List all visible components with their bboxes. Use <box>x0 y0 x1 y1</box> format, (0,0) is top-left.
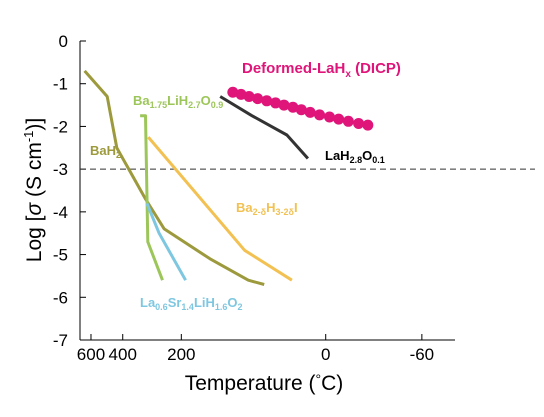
label-deformed-sub: x <box>345 69 351 80</box>
label-lah-o: O <box>362 148 372 163</box>
label-bah2: BaH2 <box>90 143 121 160</box>
label-ba175-t1: Ba <box>133 93 150 108</box>
label-ba175-t2: LiH <box>167 93 188 108</box>
label-bah2-t1: BaH <box>90 143 116 158</box>
x-axis-title-degree: ° <box>315 371 321 387</box>
series-0-point-14 <box>353 117 365 129</box>
y-axis-title-mid: (S cm <box>23 142 46 203</box>
series-0-point-9 <box>304 106 316 118</box>
series-0-point-11 <box>324 111 336 123</box>
y-tick-label-0: 0 <box>59 32 68 51</box>
label-ba175-s1: 1.75 <box>150 100 168 110</box>
label-lasr-t2: Sr <box>168 295 182 310</box>
y-tick-label-7: -7 <box>53 331 68 350</box>
label-lah-base: LaH <box>325 148 350 163</box>
label-ba175-s2: 2.7 <box>188 100 201 110</box>
y-axis-title-sigma: σ <box>23 202 46 216</box>
series-0-point-4 <box>261 95 273 107</box>
label-lasr-t4: O <box>227 295 237 310</box>
series-0-point-5 <box>270 97 282 109</box>
label-lasr: La0.6Sr1.4LiH1.6O2 <box>140 295 243 312</box>
label-ba175-t3: O <box>201 93 211 108</box>
series-layer <box>83 69 374 286</box>
y-tick-label-2: -2 <box>53 117 68 136</box>
label-lah-o-sub: 0.1 <box>372 155 385 165</box>
label-lah28o01: LaH2.8O0.1 <box>325 148 385 165</box>
series-4 <box>147 136 293 282</box>
x-tick-label-1: 400 <box>109 345 137 364</box>
series-0-point-6 <box>278 99 290 111</box>
label-deformed-base: Deformed-LaH <box>242 60 345 77</box>
tick-marks <box>80 40 423 341</box>
label-ba2-t3: I <box>294 200 298 215</box>
label-bah2-s1: 2 <box>116 150 121 160</box>
x-tick-label-2: 200 <box>167 345 195 364</box>
label-lasr-t3: LiH <box>194 295 215 310</box>
label-ba2-s1: 2-δ <box>253 207 267 217</box>
series-1 <box>219 95 310 160</box>
x-axis-title-main: Temperature ( <box>185 372 316 395</box>
series-5 <box>145 202 187 281</box>
label-ba2-t1: Ba <box>236 200 253 215</box>
series-0-point-12 <box>333 113 345 125</box>
y-tick-label-1: -1 <box>53 75 68 94</box>
label-lasr-s1: 0.6 <box>155 302 168 312</box>
series-2 <box>83 69 265 286</box>
series-0-point-10 <box>314 109 326 121</box>
y-axis-title-suffix: )] <box>23 118 46 131</box>
label-lasr-s3: 1.6 <box>215 302 228 312</box>
x-axis-title-unit: C) <box>321 372 343 395</box>
label-ba2-t2: H <box>266 200 275 215</box>
y-tick-label-5: -5 <box>53 246 68 265</box>
label-deformed-tail: (DICP) <box>351 60 401 77</box>
series-3 <box>140 114 164 281</box>
x-tick-label-4: -60 <box>410 345 435 364</box>
series-0-point-7 <box>287 101 299 113</box>
x-tick-label-0: 600 <box>77 345 105 364</box>
label-ba175: Ba1.75LiH2.7O0.9 <box>133 93 223 110</box>
label-ba2-s2: 3-2δ <box>275 207 294 217</box>
x-tick-label-3: 0 <box>321 345 330 364</box>
series-0-point-15 <box>362 119 374 131</box>
series-0-point-2 <box>243 91 255 103</box>
label-ba175-s3: 0.9 <box>211 100 224 110</box>
series-line-4 <box>147 136 293 282</box>
y-axis-title-prefix: Log [ <box>23 215 46 262</box>
series-0-point-3 <box>252 93 264 105</box>
series-line-5 <box>145 202 187 281</box>
series-0-point-0 <box>227 86 239 98</box>
series-0 <box>227 86 374 131</box>
series-line-3 <box>140 114 164 281</box>
label-ba2-h-i: Ba2-δH3-2δI <box>236 200 298 217</box>
x-axis-title: Temperature (°C) <box>185 371 344 395</box>
axes <box>79 41 455 341</box>
y-tick-label-3: -3 <box>53 160 68 179</box>
label-lah-sub: 2.8 <box>350 155 363 165</box>
tick-labels: 0 -1 -2 -3 -4 -5 -6 -7 600 400 200 0 -60 <box>53 32 434 364</box>
label-deformed-lahx: Deformed-LaHx (DICP) <box>242 60 401 80</box>
y-axis-title-sup: -1 <box>21 131 36 143</box>
label-lasr-s2: 1.4 <box>181 302 194 312</box>
y-tick-label-4: -4 <box>53 203 68 222</box>
label-lasr-s4: 2 <box>238 302 243 312</box>
label-lasr-t1: La <box>140 295 156 310</box>
y-tick-label-6: -6 <box>53 288 68 307</box>
y-axis-title: Log [σ (S cm-1)] <box>21 118 46 262</box>
series-0-point-8 <box>295 104 307 116</box>
series-line-1 <box>219 95 310 160</box>
series-0-point-13 <box>342 115 354 127</box>
series-line-2 <box>83 69 265 286</box>
